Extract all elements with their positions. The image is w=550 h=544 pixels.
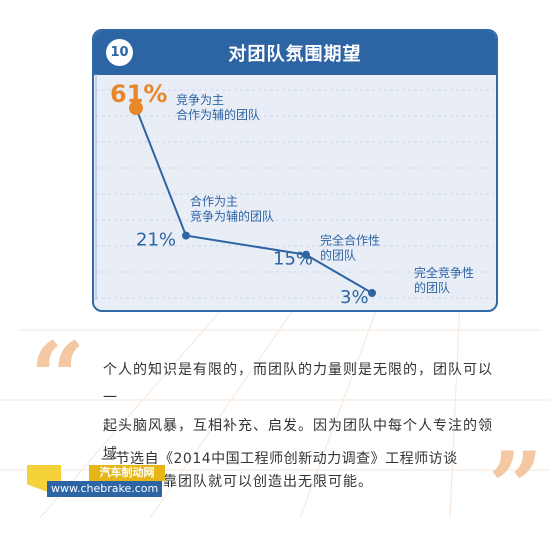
data-label: 21% [136, 230, 176, 251]
quote-line: 不同，依靠团队就可以创造出无限可能。 [103, 474, 373, 490]
data-label: 3% [340, 287, 369, 308]
data-label: 61% [110, 80, 167, 108]
quote-text: 个人的知识是有限的，而团队的力量则是无限的，团队可以一 起头脑风暴，互相补充、启… [103, 356, 503, 496]
category-label: 合作为主 [190, 194, 238, 209]
category-label: 完全合作性 [320, 233, 380, 248]
data-point [129, 101, 143, 115]
quote-line: 起头脑风暴，互相补充、启发。因为团队中每个人专注的领域 [103, 418, 493, 462]
series-line [135, 107, 373, 294]
data-label: 15% [273, 249, 313, 270]
category-label: 竞争为辅的团队 [190, 209, 274, 224]
chart-title: 对团队氛围期望 [228, 44, 362, 65]
quote-line: 个人的知识是有限的，而团队的力量则是无限的，团队可以一 [103, 362, 493, 406]
category-label: 竞争为主 [176, 93, 224, 107]
watermark-title: 汽车制动网 [89, 465, 165, 481]
chart-card: 10 对团队氛围期望 [92, 29, 498, 312]
watermark-url: www.chebrake.com [47, 481, 163, 497]
category-label: 完全竞争性 [414, 265, 474, 280]
category-label: 合作为辅的团队 [176, 107, 260, 122]
quote-source: —节选自《2014中国工程师创新动力调查》工程师访谈 [101, 451, 458, 467]
card-header: 10 对团队氛围期望 [94, 31, 496, 75]
open-quote-mark: “ [30, 321, 86, 434]
data-point [302, 250, 310, 259]
watermark: 汽车制动网 www.chebrake.com [27, 465, 165, 497]
data-point [182, 231, 190, 240]
data-point [368, 289, 376, 297]
category-label: 的团队 [414, 280, 450, 295]
category-label: 的团队 [320, 248, 356, 263]
section-number-badge: 10 [106, 39, 133, 66]
line-chart: 61% 竞争为主合作为辅的团队21%合作为主竞争为辅的团队15%完全合作性的团队3… [95, 74, 494, 308]
